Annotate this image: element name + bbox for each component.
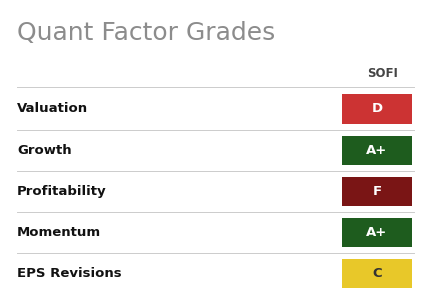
Text: Profitability: Profitability <box>17 185 106 198</box>
Text: Quant Factor Grades: Quant Factor Grades <box>17 21 275 45</box>
FancyBboxPatch shape <box>341 177 411 206</box>
FancyBboxPatch shape <box>341 136 411 165</box>
Text: D: D <box>370 103 382 115</box>
Text: A+: A+ <box>366 144 386 157</box>
FancyBboxPatch shape <box>341 95 411 123</box>
Text: SOFI: SOFI <box>366 67 397 80</box>
FancyBboxPatch shape <box>341 218 411 247</box>
Text: C: C <box>371 267 381 280</box>
Text: Valuation: Valuation <box>17 103 88 115</box>
FancyBboxPatch shape <box>341 259 411 288</box>
Text: Momentum: Momentum <box>17 226 101 239</box>
Text: F: F <box>371 185 380 198</box>
Text: EPS Revisions: EPS Revisions <box>17 267 121 280</box>
Text: Growth: Growth <box>17 144 72 157</box>
Text: A+: A+ <box>366 226 386 239</box>
